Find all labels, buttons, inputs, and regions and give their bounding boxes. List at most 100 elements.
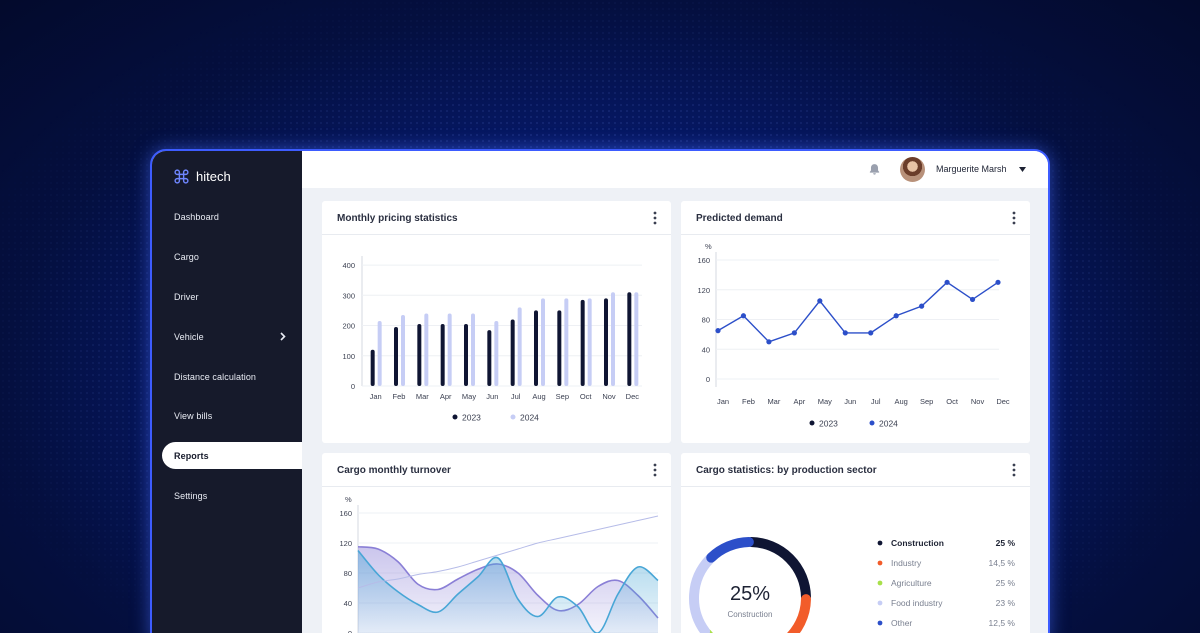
- x-tick-label: Dec: [996, 397, 1010, 406]
- sidebar: hitech Dashboard Cargo Driver Vehicle Di…: [152, 151, 302, 633]
- bar-2024-feb: [401, 314, 405, 386]
- series-line-2: [357, 549, 659, 633]
- donut-slice-construction: [746, 537, 811, 602]
- x-tick-label: Apr: [794, 397, 806, 406]
- legend-label: 2024: [520, 413, 539, 423]
- x-tick-label: Nov: [971, 397, 985, 406]
- card-header: Cargo monthly turnover: [322, 453, 671, 487]
- x-tick-label: Sep: [556, 392, 569, 401]
- sidebar-item-driver[interactable]: Driver: [162, 283, 302, 310]
- bar-2023-jul: [510, 319, 515, 386]
- x-tick-label: Mar: [416, 392, 429, 401]
- x-tick-label: Aug: [895, 397, 908, 406]
- app-name: hitech: [196, 169, 231, 184]
- bar-2024-jul: [517, 307, 522, 386]
- y-tick-label: 0: [706, 375, 710, 384]
- x-tick-label: Nov: [602, 392, 616, 401]
- sidebar-item-vehicle[interactable]: Vehicle: [162, 323, 302, 350]
- y-tick-label: 100: [342, 352, 355, 361]
- y-tick-label: 40: [344, 599, 352, 608]
- more-options-icon[interactable]: [653, 463, 657, 477]
- donut-slice-industry: [787, 594, 811, 633]
- x-tick-label: Jul: [511, 392, 521, 401]
- donut-slice-other: [706, 537, 754, 563]
- bar-2023-jan: [370, 349, 375, 386]
- bar-2024-mar: [424, 313, 429, 386]
- app-logo[interactable]: hitech: [173, 168, 231, 185]
- y-axis-label: %: [705, 242, 712, 251]
- x-tick-label: May: [818, 397, 832, 406]
- chevron-right-icon: [280, 332, 286, 341]
- sidebar-item-label: Cargo: [174, 251, 200, 262]
- legend-label: 2024: [879, 419, 898, 429]
- legend-value: 25 %: [996, 538, 1016, 548]
- x-tick-label: Jul: [871, 397, 881, 406]
- bar-2023-mar: [417, 324, 422, 386]
- bar-2024-sep: [564, 298, 569, 386]
- donut-center-value: 25%: [730, 583, 770, 605]
- legend-marker: [809, 420, 815, 426]
- legend-value: 23 %: [996, 598, 1016, 608]
- data-point-dec: [995, 279, 1001, 285]
- command-icon: [174, 169, 189, 184]
- series-line-3: [357, 515, 659, 589]
- data-point-jan: [715, 328, 721, 334]
- more-options-icon[interactable]: [1012, 463, 1016, 477]
- card-cargo-sector: Cargo statistics: by production sector 2…: [681, 453, 1030, 633]
- legend-label: 2023: [462, 413, 481, 423]
- bar-2023-oct: [580, 299, 585, 386]
- card-header: Cargo statistics: by production sector: [681, 453, 1030, 487]
- sidebar-item-cargo[interactable]: Cargo: [162, 243, 302, 270]
- avatar[interactable]: [900, 157, 925, 182]
- sidebar-item-reports[interactable]: Reports: [162, 442, 302, 469]
- sidebar-item-dashboard[interactable]: Dashboard: [162, 203, 302, 230]
- sidebar-item-view-bills[interactable]: View bills: [162, 402, 302, 429]
- bar-2023-sep: [557, 310, 562, 386]
- y-tick-label: 160: [339, 509, 352, 518]
- x-tick-label: Oct: [580, 392, 593, 401]
- data-point-jun: [842, 330, 848, 336]
- x-tick-label: Apr: [440, 392, 452, 401]
- sector-donut-chart: 25% Construction Construction 25 % Industry 1…: [689, 537, 1016, 633]
- user-name[interactable]: Marguerite Marsh: [936, 164, 1007, 174]
- x-tick-label: May: [462, 392, 476, 401]
- sidebar-item-label: Settings: [174, 490, 208, 501]
- card-predicted-demand: Predicted demand % 0 40 80 120 160 Jan Feb Mar Ap…: [681, 201, 1030, 443]
- sidebar-item-distance-calculation[interactable]: Distance calculation: [162, 363, 302, 390]
- y-tick-label: 200: [342, 322, 355, 331]
- more-options-icon[interactable]: [1012, 211, 1016, 225]
- card-title: Predicted demand: [696, 213, 783, 224]
- donut-center-label: Construction: [728, 610, 773, 619]
- x-tick-label: Feb: [393, 392, 406, 401]
- sidebar-item-label: Distance calculation: [174, 371, 257, 382]
- bell-icon[interactable]: [868, 163, 881, 176]
- bar-2023-apr: [440, 324, 445, 386]
- legend-marker: [877, 620, 883, 626]
- sidebar-item-label: Reports: [174, 450, 209, 461]
- caret-down-icon[interactable]: [1019, 167, 1026, 172]
- y-tick-label: 120: [697, 286, 710, 295]
- bar-2024-oct: [587, 298, 592, 386]
- more-options-icon[interactable]: [653, 211, 657, 225]
- y-tick-label: 120: [339, 539, 352, 548]
- sidebar-item-label: Dashboard: [174, 211, 219, 222]
- y-tick-label: 300: [342, 291, 355, 300]
- top-bar: Marguerite Marsh: [302, 151, 1048, 188]
- sidebar-item-settings[interactable]: Settings: [162, 482, 302, 509]
- turnover-area-chart: % 0 40 80 120 160: [339, 495, 659, 633]
- bar-2023-nov: [604, 298, 608, 386]
- card-title: Cargo statistics: by production sector: [696, 465, 877, 476]
- sidebar-item-label: View bills: [174, 410, 213, 421]
- card-title: Monthly pricing statistics: [337, 213, 458, 224]
- series-line-2024: [717, 281, 999, 343]
- x-tick-label: Jun: [486, 392, 498, 401]
- data-point-oct: [944, 279, 950, 285]
- card-header: Predicted demand: [681, 201, 1030, 235]
- legend-label: Other: [891, 618, 912, 628]
- y-axis-label: %: [345, 495, 352, 504]
- data-point-nov: [969, 296, 976, 303]
- data-point-mar: [766, 339, 772, 345]
- legend-label: Industry: [891, 558, 922, 568]
- bar-2024-jan: [377, 321, 382, 386]
- bar-2023-jun: [487, 330, 492, 386]
